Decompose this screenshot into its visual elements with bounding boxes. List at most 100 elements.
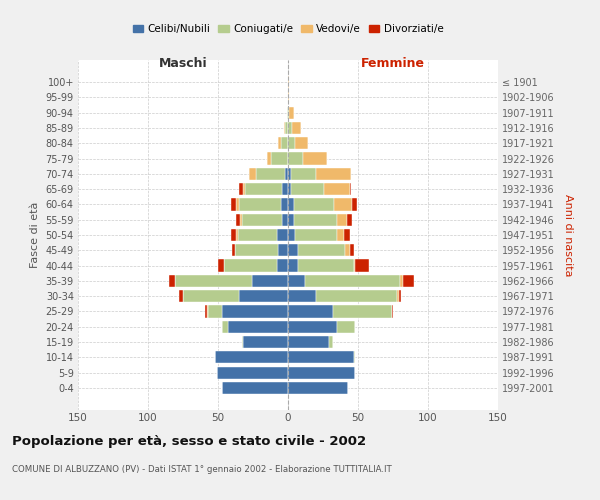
Bar (333, 306, 392, 318)
Bar (287, 106, 288, 118)
Y-axis label: Fasce di età: Fasce di età (30, 202, 40, 268)
Bar (288, 366, 355, 379)
Bar (239, 198, 281, 210)
Bar (239, 183, 243, 195)
Bar (243, 336, 288, 348)
Bar (215, 352, 288, 364)
Bar (354, 352, 355, 364)
Bar (277, 260, 288, 272)
Bar (281, 198, 288, 210)
Bar (352, 198, 356, 210)
Bar (288, 183, 291, 195)
Bar (208, 306, 222, 318)
Bar (271, 152, 288, 164)
Text: Popolazione per età, sesso e stato civile - 2002: Popolazione per età, sesso e stato civil… (12, 435, 366, 448)
Bar (183, 290, 239, 302)
Bar (239, 290, 288, 302)
Bar (236, 229, 238, 241)
Bar (398, 290, 401, 302)
Bar (298, 260, 354, 272)
Bar (304, 152, 327, 164)
Legend: Celibi/Nubili, Coniugati/e, Vedovi/e, Divorziati/e: Celibi/Nubili, Coniugati/e, Vedovi/e, Di… (128, 20, 448, 38)
Bar (169, 275, 175, 287)
Bar (334, 198, 352, 210)
Bar (277, 229, 288, 241)
Bar (242, 214, 283, 226)
Bar (235, 244, 278, 256)
Bar (337, 214, 347, 226)
Bar (288, 336, 329, 348)
Bar (295, 137, 308, 149)
Bar (288, 91, 289, 104)
Bar (350, 244, 354, 256)
Bar (278, 137, 281, 149)
Bar (288, 306, 333, 318)
Bar (179, 290, 183, 302)
Bar (281, 137, 288, 149)
Bar (329, 336, 333, 348)
Bar (288, 106, 289, 118)
Text: COMUNE DI ALBUZZANO (PV) - Dati ISTAT 1° gennaio 2002 - Elaborazione TUTTITALIA.: COMUNE DI ALBUZZANO (PV) - Dati ISTAT 1°… (12, 465, 392, 474)
Bar (232, 244, 235, 256)
Bar (288, 198, 293, 210)
Bar (222, 320, 228, 333)
Bar (288, 275, 305, 287)
Bar (288, 214, 293, 226)
Bar (392, 306, 393, 318)
Bar (350, 183, 351, 195)
Bar (293, 198, 334, 210)
Bar (288, 168, 291, 180)
Bar (285, 122, 288, 134)
Bar (242, 336, 243, 348)
Text: Femmine: Femmine (361, 57, 425, 70)
Bar (267, 152, 271, 164)
Bar (293, 214, 337, 226)
Bar (222, 306, 288, 318)
Bar (346, 244, 350, 256)
Bar (355, 260, 369, 272)
Bar (400, 275, 403, 287)
Bar (292, 122, 301, 134)
Bar (256, 168, 285, 180)
Y-axis label: Anni di nascita: Anni di nascita (563, 194, 574, 276)
Bar (205, 306, 207, 318)
Bar (289, 106, 293, 118)
Bar (218, 260, 224, 272)
Bar (288, 320, 337, 333)
Bar (295, 229, 337, 241)
Bar (238, 229, 277, 241)
Bar (288, 122, 292, 134)
Bar (316, 290, 397, 302)
Bar (337, 320, 355, 333)
Bar (288, 76, 289, 88)
Bar (175, 275, 251, 287)
Bar (228, 320, 288, 333)
Bar (249, 168, 256, 180)
Bar (325, 183, 350, 195)
Bar (243, 183, 245, 195)
Bar (288, 352, 354, 364)
Bar (354, 260, 355, 272)
Bar (298, 244, 346, 256)
Bar (236, 214, 241, 226)
Bar (288, 229, 295, 241)
Bar (283, 214, 288, 226)
Bar (288, 244, 298, 256)
Bar (288, 382, 348, 394)
Bar (207, 306, 208, 318)
Bar (344, 229, 350, 241)
Bar (236, 198, 239, 210)
Bar (285, 168, 288, 180)
Bar (288, 260, 298, 272)
Bar (347, 214, 352, 226)
Text: Maschi: Maschi (158, 57, 208, 70)
Bar (288, 152, 304, 164)
Bar (288, 290, 316, 302)
Bar (224, 260, 277, 272)
Bar (251, 275, 288, 287)
Bar (288, 137, 295, 149)
Bar (305, 275, 400, 287)
Bar (337, 229, 344, 241)
Bar (241, 214, 242, 226)
Bar (291, 183, 325, 195)
